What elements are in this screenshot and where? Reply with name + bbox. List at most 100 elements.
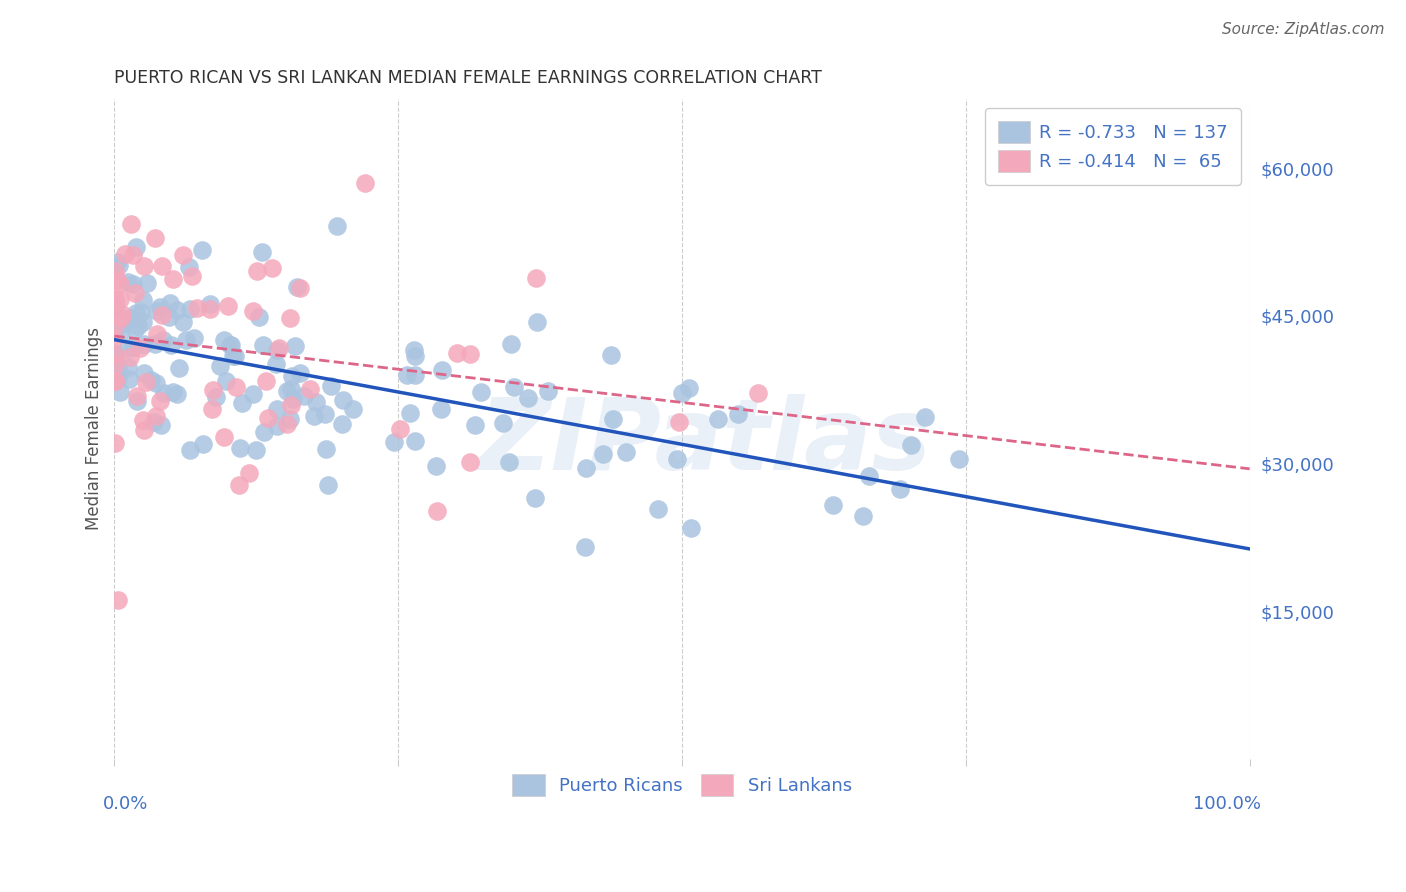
Point <box>209 359 232 374</box>
Point <box>229 442 252 456</box>
Point <box>104 358 127 372</box>
Point <box>143 415 166 429</box>
Point <box>214 430 236 444</box>
Point <box>186 301 208 316</box>
Point <box>132 260 155 274</box>
Point <box>215 374 238 388</box>
Point <box>129 305 152 319</box>
Point <box>242 303 264 318</box>
Point <box>198 297 221 311</box>
Point <box>599 348 621 362</box>
Point <box>157 310 180 325</box>
Point <box>117 341 139 355</box>
Point <box>177 260 200 275</box>
Point <box>159 295 181 310</box>
Point <box>104 373 127 387</box>
Point <box>914 410 936 425</box>
Point <box>107 255 129 269</box>
Point <box>131 293 153 307</box>
Point <box>125 306 148 320</box>
Point <box>179 443 201 458</box>
Point <box>107 361 129 376</box>
Point <box>852 508 875 523</box>
Point <box>278 311 301 326</box>
Point <box>104 374 127 388</box>
Point <box>706 412 728 426</box>
Point <box>117 360 139 375</box>
Point <box>426 503 449 517</box>
Point <box>125 389 148 403</box>
Point <box>104 318 127 333</box>
Point <box>132 336 155 351</box>
Point <box>267 341 290 355</box>
Point <box>217 299 239 313</box>
Point <box>948 451 970 466</box>
Point <box>108 277 131 291</box>
Point <box>162 272 184 286</box>
Point <box>285 280 308 294</box>
Text: PUERTO RICAN VS SRI LANKAN MEDIAN FEMALE EARNINGS CORRELATION CHART: PUERTO RICAN VS SRI LANKAN MEDIAN FEMALE… <box>114 69 823 87</box>
Point <box>124 322 146 336</box>
Point <box>283 392 305 407</box>
Point <box>315 442 337 456</box>
Point <box>402 343 425 357</box>
Point <box>524 491 547 505</box>
Point <box>464 417 486 432</box>
Point <box>110 385 132 400</box>
Point <box>108 259 131 273</box>
Point <box>149 300 172 314</box>
Point <box>253 425 276 439</box>
Point <box>108 293 131 307</box>
Point <box>153 386 176 401</box>
Point <box>219 338 242 352</box>
Point <box>127 318 149 333</box>
Point <box>103 325 125 339</box>
Point <box>321 379 343 393</box>
Point <box>679 520 702 534</box>
Point <box>132 366 155 380</box>
Point <box>104 294 127 309</box>
Point <box>122 340 145 354</box>
Point <box>460 455 482 469</box>
Point <box>342 402 364 417</box>
Point <box>132 315 155 329</box>
Point <box>266 401 288 416</box>
Point <box>107 371 129 385</box>
Point <box>404 434 426 448</box>
Point <box>162 384 184 399</box>
Point <box>432 363 454 377</box>
Point <box>257 411 280 425</box>
Point <box>118 372 141 386</box>
Point <box>150 417 173 432</box>
Point <box>111 307 134 321</box>
Point <box>747 386 769 401</box>
Point <box>201 401 224 416</box>
Point <box>602 412 624 426</box>
Point <box>280 398 302 412</box>
Point <box>330 417 353 431</box>
Point <box>143 336 166 351</box>
Point <box>141 373 163 387</box>
Point <box>671 385 693 400</box>
Point <box>458 347 481 361</box>
Point <box>280 382 302 396</box>
Point <box>202 383 225 397</box>
Point <box>191 437 214 451</box>
Point <box>290 281 312 295</box>
Point <box>900 438 922 452</box>
Point <box>404 368 426 382</box>
Point <box>104 300 127 314</box>
Point <box>172 315 194 329</box>
Point <box>104 351 127 365</box>
Point <box>160 338 183 352</box>
Point <box>150 260 173 274</box>
Point <box>111 315 134 329</box>
Point <box>574 540 596 554</box>
Point <box>225 380 247 394</box>
Point <box>105 273 128 287</box>
Point <box>678 381 700 395</box>
Point <box>172 248 194 262</box>
Point <box>117 275 139 289</box>
Point <box>104 352 127 367</box>
Point <box>242 386 264 401</box>
